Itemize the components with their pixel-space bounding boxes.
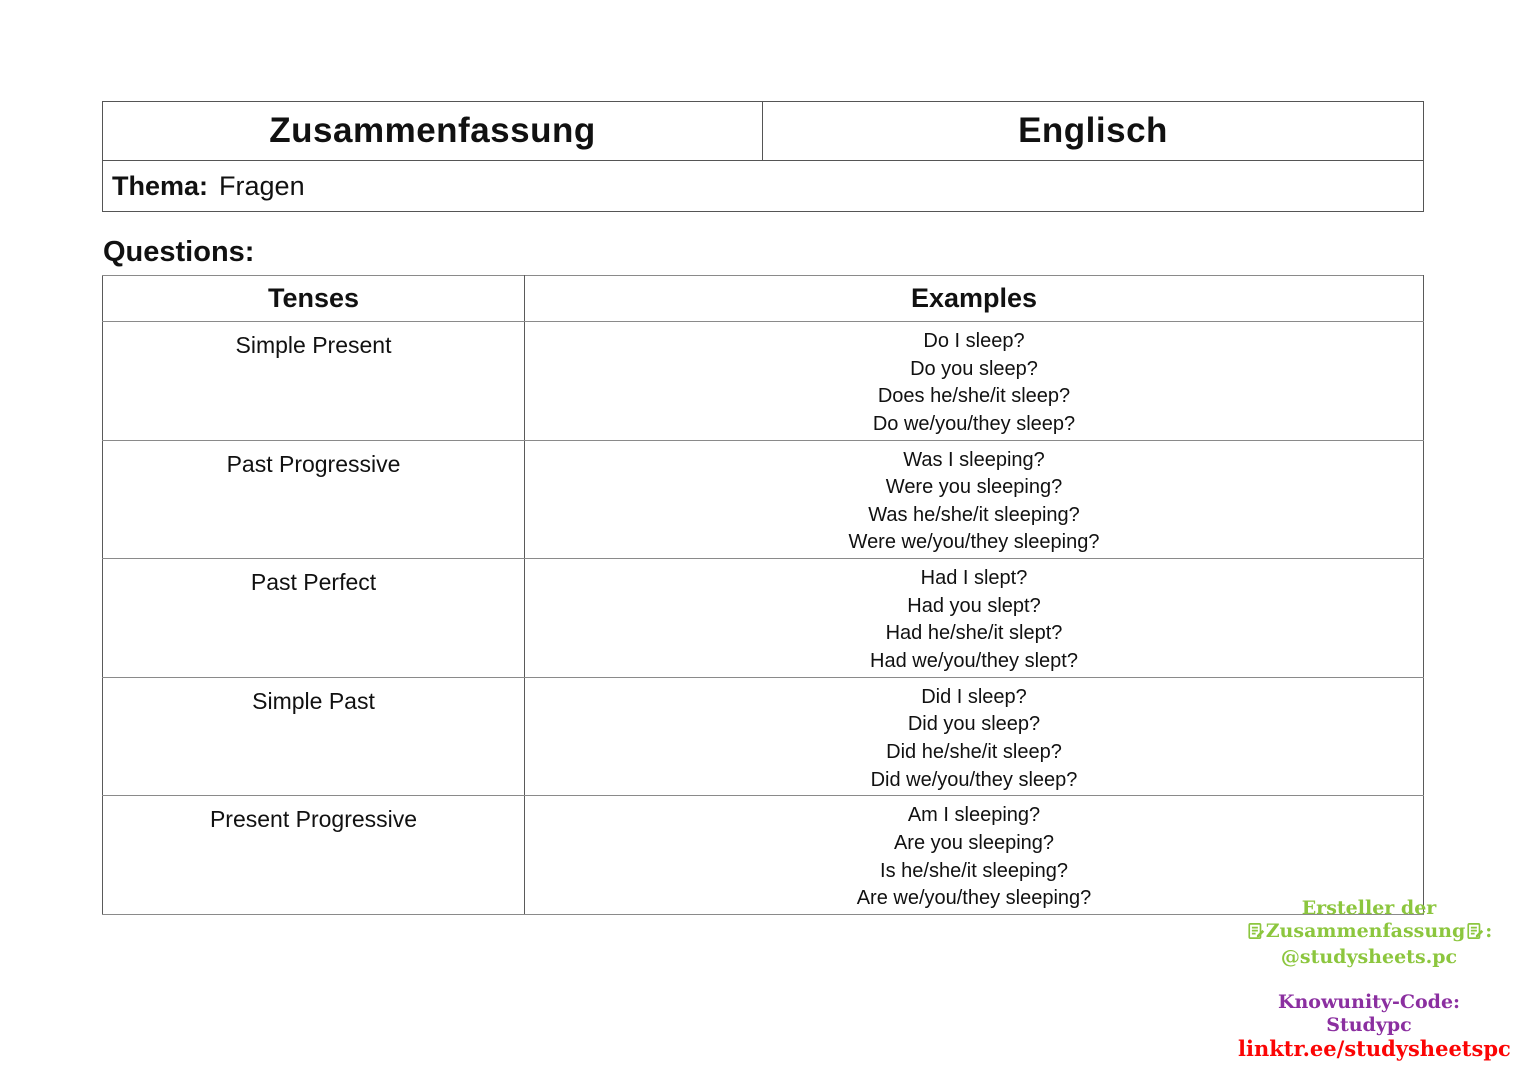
- knowunity-code-value: Studypc: [1326, 1014, 1412, 1036]
- example-sentence: Did we/you/they sleep?: [870, 768, 1078, 791]
- creator-line-2-text: Zusammenfassung: [1265, 920, 1466, 942]
- example-sentence: Are we/you/they sleeping?: [856, 887, 1092, 910]
- linktree-link[interactable]: linktr.ee/studysheetspc: [1238, 1036, 1511, 1061]
- header-title-row: Zusammenfassung Englisch: [103, 102, 1423, 161]
- tense-name: Present Progressive: [102, 795, 525, 915]
- example-sentence: Did you sleep?: [907, 713, 1041, 736]
- creator-handle: @studysheets.pc: [1280, 946, 1458, 968]
- tense-name: Simple Past: [102, 676, 525, 797]
- memo-icon: [1247, 923, 1265, 945]
- table-row: Present Progressive Am I sleeping? Are y…: [102, 795, 1424, 915]
- creator-line-1: Ersteller der: [1301, 897, 1437, 919]
- table-header-row: Tenses Examples: [102, 275, 1424, 322]
- table-row: Simple Past Did I sleep? Did you sleep? …: [102, 676, 1424, 797]
- example-sentence: Had I slept?: [920, 567, 1028, 590]
- example-sentence: Was he/she/it sleeping?: [868, 503, 1080, 526]
- questions-heading: Questions:: [103, 236, 255, 268]
- example-sentence: Do we/you/they sleep?: [872, 412, 1076, 435]
- example-sentence: Were we/you/they sleeping?: [848, 531, 1100, 554]
- tense-name: Simple Present: [102, 321, 525, 441]
- example-sentence: Is he/she/it sleeping?: [880, 859, 1068, 882]
- example-sentence: Did I sleep?: [921, 685, 1027, 708]
- thema-label: Thema:: [112, 170, 209, 201]
- examples-cell: Do I sleep? Do you sleep? Does he/she/it…: [524, 321, 1424, 441]
- example-sentence: Do you sleep?: [910, 357, 1038, 380]
- examples-cell: Did I sleep? Did you sleep? Did he/she/i…: [524, 676, 1424, 797]
- example-sentence: Had he/she/it slept?: [885, 622, 1063, 645]
- table-row: Simple Present Do I sleep? Do you sleep?…: [102, 321, 1424, 441]
- questions-table: Tenses Examples Simple Present Do I slee…: [102, 275, 1424, 915]
- table-row: Past Perfect Had I slept? Had you slept?…: [102, 558, 1424, 678]
- creator-line-2: Zusammenfassung:: [1238, 920, 1500, 946]
- tense-name: Past Perfect: [102, 558, 525, 678]
- example-sentence: Was I sleeping?: [903, 448, 1045, 471]
- example-sentence: Had we/you/they slept?: [870, 649, 1078, 672]
- thema-value: Fragen: [219, 170, 305, 201]
- table-row: Past Progressive Was I sleeping? Were yo…: [102, 439, 1424, 560]
- example-sentence: Had you slept?: [907, 594, 1041, 617]
- examples-cell: Was I sleeping? Were you sleeping? Was h…: [524, 439, 1424, 560]
- example-sentence: Am I sleeping?: [907, 804, 1041, 827]
- examples-cell: Had I slept? Had you slept? Had he/she/i…: [524, 558, 1424, 678]
- examples-cell: Am I sleeping? Are you sleeping? Is he/s…: [524, 795, 1424, 915]
- memo-icon: [1466, 923, 1484, 945]
- subject-title: Englisch: [1018, 111, 1168, 150]
- column-header-examples: Examples: [524, 275, 1424, 322]
- example-sentence: Do I sleep?: [923, 330, 1025, 352]
- tense-name: Past Progressive: [102, 439, 525, 560]
- summary-title: Zusammenfassung: [103, 102, 763, 160]
- creator-colon: :: [1485, 920, 1493, 942]
- creator-watermark: Ersteller der Zusammenfassung: @studyshe…: [1238, 897, 1511, 1061]
- column-header-tenses: Tenses: [102, 275, 525, 322]
- example-sentence: Does he/she/it sleep?: [877, 385, 1071, 408]
- example-sentence: Are you sleeping?: [893, 831, 1055, 854]
- example-sentence: Did he/she/it sleep?: [886, 740, 1062, 763]
- thema-row: Thema: Fragen: [103, 161, 1423, 211]
- knowunity-code-label: Knowunity-Code:: [1277, 991, 1461, 1013]
- document-header-table: Zusammenfassung Englisch Thema: Fragen: [102, 101, 1424, 212]
- example-sentence: Were you sleeping?: [885, 476, 1063, 499]
